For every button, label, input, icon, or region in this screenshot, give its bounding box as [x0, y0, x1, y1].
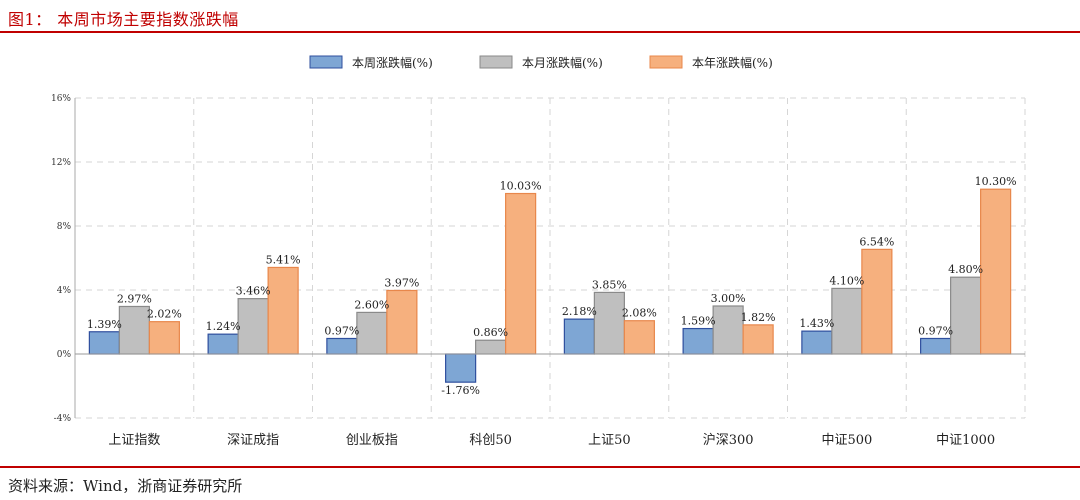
- source-note: 资料来源：Wind，浙商证券研究所: [8, 477, 243, 495]
- bar-week: [326, 337, 358, 355]
- grid-lines: [74, 97, 1026, 419]
- x-tick-label: 创业板指: [346, 433, 398, 448]
- x-tick-label: 上证指数: [108, 433, 160, 448]
- data-label: -1.76%: [441, 384, 480, 397]
- data-label: 2.60%: [354, 298, 389, 311]
- bar-month: [593, 291, 625, 355]
- x-tick-label: 中证500: [821, 433, 872, 448]
- data-labels: 1.39% 2.97% 2.02% 1.24% 3.46% 5.41% 0.97% 2.60%…: [87, 175, 1017, 397]
- bar-week: [88, 331, 120, 355]
- bar-year: [742, 324, 774, 355]
- legend-swatch: [479, 55, 513, 69]
- data-label: 0.97%: [324, 324, 359, 337]
- bar-month: [950, 276, 982, 355]
- x-tick-label: 中证1000: [936, 433, 995, 448]
- bar-month: [475, 339, 507, 355]
- x-tick-label: 上证50: [588, 433, 631, 448]
- bar-year: [861, 248, 893, 355]
- bars: [88, 188, 1012, 383]
- data-label: 10.30%: [975, 175, 1017, 188]
- data-label: 2.97%: [117, 292, 152, 305]
- bar-week: [563, 318, 595, 355]
- bar-month: [831, 287, 863, 355]
- y-axis: -4% 0% 4% 8% 12% 16%: [51, 94, 76, 424]
- data-label: 3.97%: [384, 276, 419, 289]
- data-label: 1.39%: [87, 318, 122, 331]
- bar-week: [445, 353, 477, 383]
- data-label: 3.46%: [236, 285, 271, 298]
- data-label: 0.97%: [918, 324, 953, 337]
- bar-week: [682, 327, 714, 355]
- data-label: 10.03%: [500, 180, 542, 193]
- bar-chart: -4% 0% 4% 8% 12% 16% 1.39% 2.97% 2.02% 1.24% 3.46…: [51, 55, 1026, 448]
- bar-year: [623, 320, 655, 355]
- data-label: 1.59%: [681, 315, 716, 328]
- title-divider: [0, 31, 1080, 33]
- y-tick-label: 4%: [57, 286, 72, 296]
- data-label: 1.82%: [741, 311, 776, 324]
- data-label: 2.08%: [622, 307, 657, 320]
- bar-month: [237, 298, 269, 355]
- bar-year: [980, 188, 1012, 355]
- bar-week: [207, 333, 239, 355]
- bar-year: [267, 266, 299, 355]
- data-label: 4.10%: [829, 274, 864, 287]
- bar-year: [505, 192, 537, 355]
- bar-month: [118, 305, 150, 355]
- y-tick-label: 8%: [57, 222, 72, 232]
- bar-year: [148, 321, 180, 355]
- data-label: 2.02%: [147, 308, 182, 321]
- legend-swatch: [309, 55, 343, 69]
- legend-label: 本周涨跌幅(%): [352, 55, 433, 70]
- bar-month: [356, 311, 388, 355]
- data-label: 1.43%: [799, 317, 834, 330]
- data-label: 2.18%: [562, 305, 597, 318]
- footer-divider: [0, 466, 1080, 468]
- data-label: 0.86%: [473, 326, 508, 339]
- legend-label: 本年涨跌幅(%): [692, 55, 773, 70]
- data-label: 5.41%: [266, 253, 301, 266]
- data-label: 6.54%: [859, 235, 894, 248]
- bar-year: [386, 289, 418, 355]
- data-label: 3.85%: [592, 278, 627, 291]
- legend-label: 本月涨跌幅(%): [522, 55, 603, 70]
- y-tick-label: 16%: [51, 94, 71, 104]
- bar-week: [801, 330, 833, 355]
- data-label: 4.80%: [948, 263, 983, 276]
- x-tick-label: 深证成指: [227, 433, 279, 448]
- data-label: 1.24%: [206, 320, 241, 333]
- y-tick-label: -4%: [54, 414, 72, 424]
- x-tick-label: 科创50: [469, 433, 512, 448]
- y-tick-label: 12%: [51, 158, 71, 168]
- bar-week: [920, 337, 952, 355]
- y-tick-label: 0%: [57, 350, 72, 360]
- bar-month: [712, 305, 744, 355]
- x-tick-label: 沪深300: [703, 432, 754, 448]
- legend-swatch: [649, 55, 683, 69]
- figure-title: 图1： 本周市场主要指数涨跌幅: [8, 10, 239, 29]
- data-label: 3.00%: [711, 292, 746, 305]
- x-axis: 上证指数 深证成指 创业板指 科创50 上证50 沪深300 中证500 中证1000: [75, 353, 1025, 448]
- legend: 本周涨跌幅(%) 本月涨跌幅(%) 本年涨跌幅(%): [309, 55, 773, 70]
